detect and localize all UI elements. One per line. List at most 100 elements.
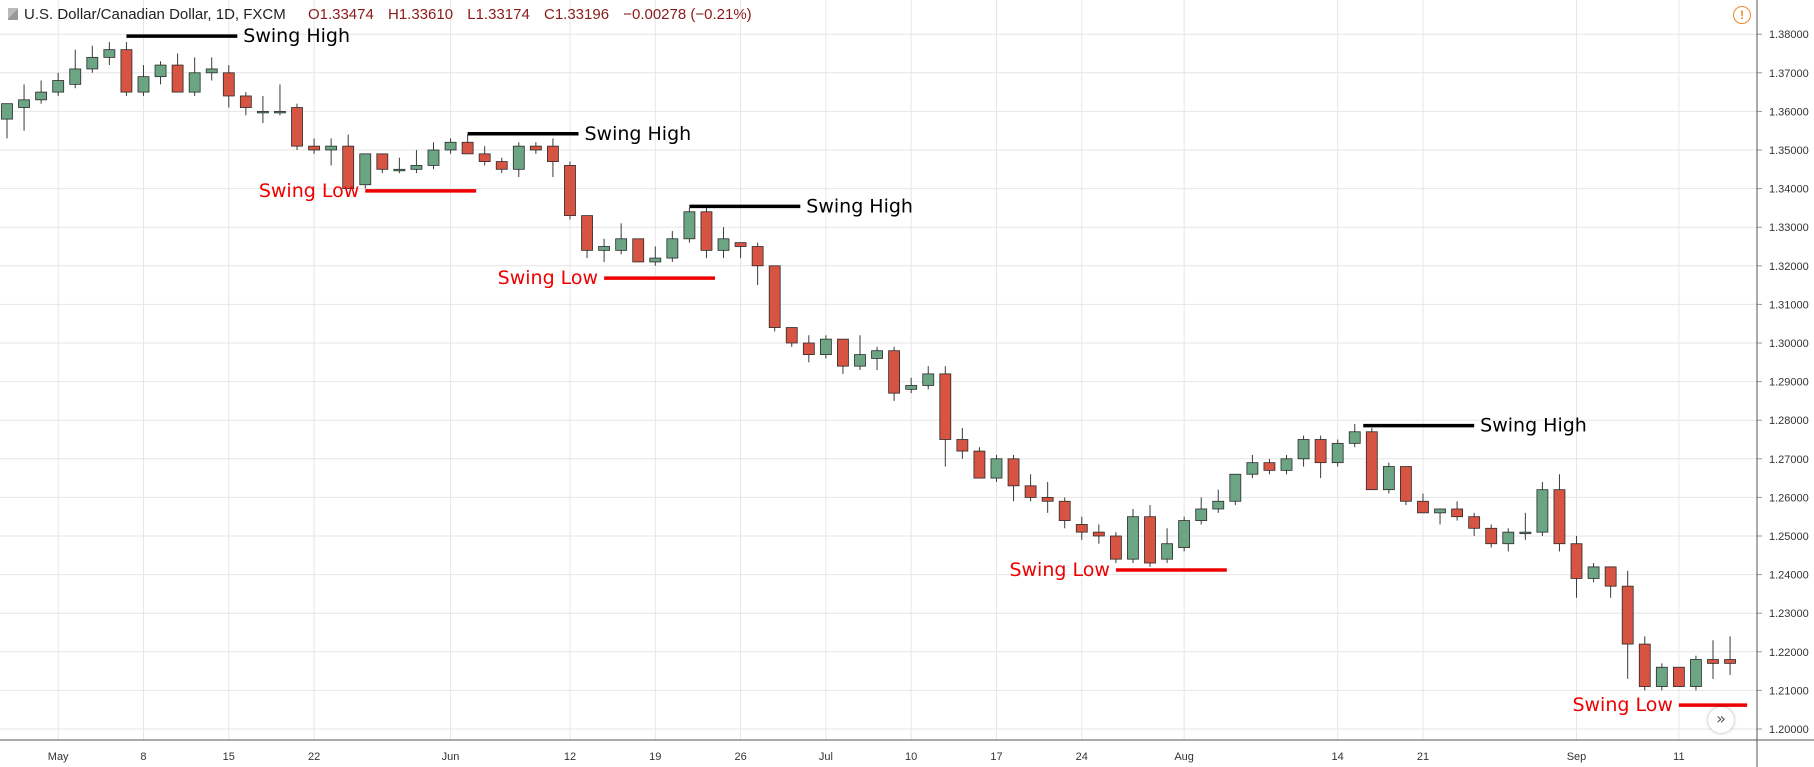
swing-high-label: Swing High xyxy=(585,123,692,145)
candle-body xyxy=(239,95,252,108)
scroll-right-icon[interactable]: » xyxy=(1708,707,1734,733)
candle-body xyxy=(973,450,986,479)
candle-body xyxy=(1092,531,1105,537)
candle-body xyxy=(444,141,457,151)
chart-header: U.S. Dollar/Canadian Dollar, 1D, FXCM O1… xyxy=(8,6,762,23)
y-tick-label: 1.36000 xyxy=(1769,106,1809,118)
change-value: −0.00278 (−0.21%) xyxy=(623,6,752,23)
candle-body xyxy=(1382,466,1395,491)
candle-body xyxy=(1127,516,1139,560)
x-tick-label: Sep xyxy=(1567,751,1587,763)
y-tick-label: 1.20000 xyxy=(1769,724,1809,736)
candle-body xyxy=(1672,666,1685,687)
close-value: C1.33196 xyxy=(543,6,610,23)
candle-body xyxy=(1041,496,1054,502)
candle-body xyxy=(1075,524,1088,533)
x-tick-label: 10 xyxy=(905,751,917,763)
open-value: O1.33474 xyxy=(307,6,374,23)
candle-body xyxy=(512,145,525,170)
symbol-icon xyxy=(8,8,18,20)
candle-body xyxy=(1468,516,1481,529)
candle-body xyxy=(188,72,201,93)
candle-body xyxy=(649,257,662,263)
candle-body xyxy=(120,49,133,93)
candle-body xyxy=(205,68,218,74)
candle-body xyxy=(1195,508,1208,521)
y-tick-label: 1.26000 xyxy=(1769,492,1809,504)
candles xyxy=(1,41,1736,691)
candle-body xyxy=(359,153,372,186)
candle-body xyxy=(1178,520,1191,548)
candle-body xyxy=(564,165,576,217)
x-tick-label: 26 xyxy=(734,751,746,763)
swing-low-label: Swing Low xyxy=(1572,694,1672,716)
candle-body xyxy=(547,145,559,162)
y-tick-label: 1.25000 xyxy=(1769,531,1809,543)
candle-body xyxy=(427,149,440,166)
candle-body xyxy=(18,99,30,108)
warning-icon[interactable]: ! xyxy=(1733,6,1751,24)
candle-body xyxy=(171,64,184,93)
candle-body xyxy=(871,350,883,359)
candle-body xyxy=(103,49,116,58)
x-tick-label: 12 xyxy=(564,751,576,763)
candle-body xyxy=(751,246,764,267)
x-tick-label: 14 xyxy=(1332,751,1344,763)
candle-body xyxy=(1485,527,1498,545)
y-tick-label: 1.28000 xyxy=(1769,415,1809,427)
candle-body xyxy=(785,327,798,344)
candle-body xyxy=(905,385,918,390)
x-tick-label: 19 xyxy=(649,751,661,763)
candle-body xyxy=(1417,500,1429,514)
x-tick-label: May xyxy=(48,751,69,763)
candle-body xyxy=(1638,643,1651,687)
candle-body xyxy=(768,265,781,328)
x-tick-label: 22 xyxy=(308,751,320,763)
candle-body xyxy=(734,242,747,247)
candle-body xyxy=(274,111,286,114)
candle-body xyxy=(1110,535,1122,560)
candle-body xyxy=(1314,439,1327,464)
y-tick-label: 1.29000 xyxy=(1769,377,1809,389)
candle-body xyxy=(581,215,593,251)
candle-body xyxy=(700,211,713,251)
candle-body xyxy=(888,350,901,394)
candle-body xyxy=(1536,489,1549,533)
swing-low-label: Swing Low xyxy=(259,180,359,202)
swing-low-label: Swing Low xyxy=(498,267,598,289)
candle-body xyxy=(802,342,815,355)
x-tick-label: Aug xyxy=(1174,751,1194,763)
candle-body xyxy=(478,153,491,162)
candle-body xyxy=(598,246,610,251)
candle-body xyxy=(1280,458,1293,471)
candle-body xyxy=(1553,489,1566,545)
candle-body xyxy=(154,64,167,78)
candle-body xyxy=(1263,462,1276,471)
candle-body xyxy=(666,238,679,259)
candle-body xyxy=(717,238,730,251)
candle-body xyxy=(1348,431,1361,444)
swing-annotations: Swing High Swing High Swing High Swing Low S… xyxy=(126,25,1748,716)
candle-body xyxy=(1724,659,1736,664)
candle-body xyxy=(1519,531,1532,535)
y-tick-label: 1.23000 xyxy=(1769,608,1809,620)
y-tick-label: 1.33000 xyxy=(1769,222,1809,234)
x-tick-label: Jul xyxy=(819,751,833,763)
candle-body xyxy=(461,141,474,155)
x-tick-label: 17 xyxy=(990,751,1002,763)
y-tick-label: 1.32000 xyxy=(1769,261,1809,273)
candle-body xyxy=(410,165,423,170)
candle-body xyxy=(1331,442,1344,464)
candle-body xyxy=(1434,508,1446,514)
candle-body xyxy=(1007,458,1020,487)
candle-body xyxy=(35,91,48,101)
candle-body xyxy=(1365,431,1378,491)
candle-body xyxy=(1297,439,1310,460)
high-value: H1.33610 xyxy=(388,6,454,23)
candle-body xyxy=(137,76,150,93)
candle-body xyxy=(1161,543,1173,560)
candle-body xyxy=(1587,566,1600,579)
y-tick-label: 1.24000 xyxy=(1769,570,1809,582)
